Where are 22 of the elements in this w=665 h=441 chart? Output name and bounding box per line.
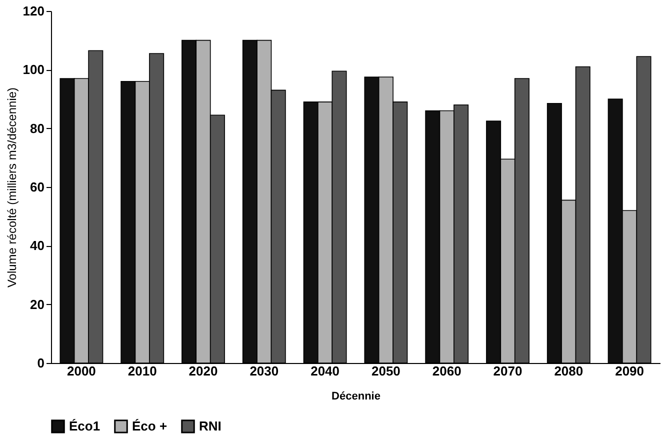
- x-tick-label: 2040: [310, 364, 340, 378]
- y-axis-title: Volume récolté (milliers m3/décennie): [4, 87, 19, 288]
- y-tick-label: 20: [30, 296, 44, 312]
- x-tick-label: 2000: [66, 364, 96, 378]
- x-axis-title: Décennie: [332, 390, 380, 402]
- y-tick-label: 100: [22, 62, 44, 78]
- y-tick-label: 120: [22, 4, 44, 18]
- x-tick-label: 2090: [615, 364, 644, 378]
- legend-label: Éco +: [132, 418, 168, 434]
- x-tick-label: 2070: [493, 364, 522, 378]
- y-tick-label: 40: [30, 238, 44, 254]
- x-tick-label: 2050: [371, 364, 400, 378]
- y-tick-label: 60: [30, 180, 44, 194]
- x-tick-label: 2060: [432, 364, 462, 378]
- x-tick-label: 2020: [188, 364, 218, 378]
- x-tick-label: 2080: [554, 364, 584, 378]
- legend-label: Éco1: [69, 418, 100, 434]
- x-tick-label: 2030: [250, 364, 279, 378]
- legend-label: RNI: [199, 418, 222, 434]
- x-tick-label: 2010: [128, 364, 157, 378]
- y-tick-label: 80: [30, 120, 44, 136]
- y-tick-label: 0: [37, 356, 44, 370]
